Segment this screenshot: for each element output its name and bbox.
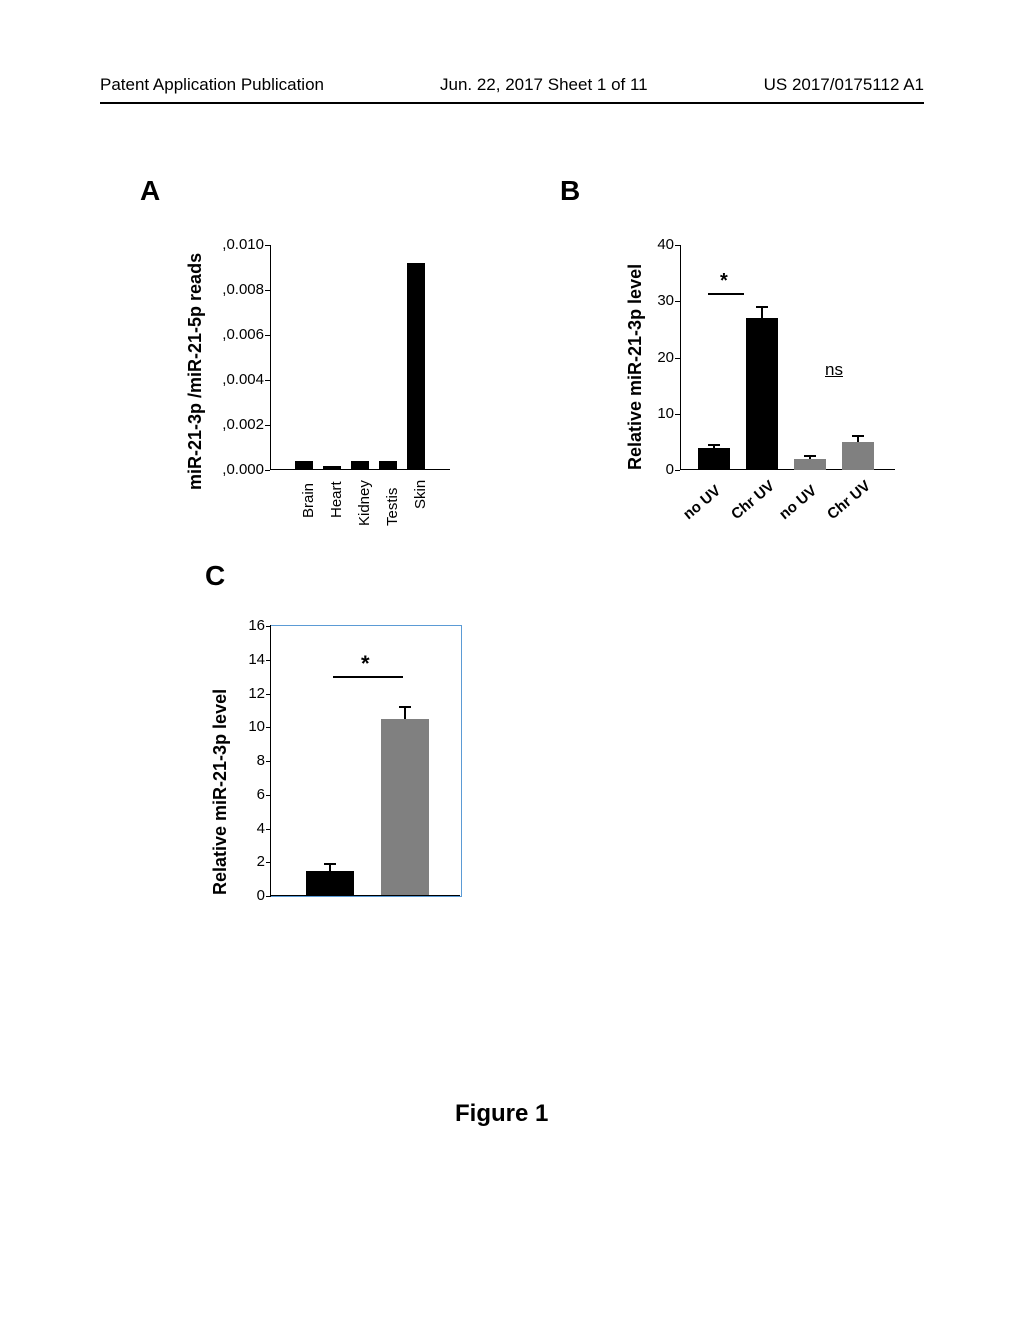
chart-b-sig-ns: ns: [825, 360, 843, 380]
chart-b-ytick: 10: [644, 405, 674, 422]
chart-c-ytick: 14: [237, 651, 265, 668]
chart-c-ytick: 6: [237, 786, 265, 803]
chart-a-xtick: Brain: [300, 482, 317, 517]
panel-a-label: A: [140, 175, 160, 207]
chart-c-errorcap: [324, 863, 336, 865]
panel-c-label: C: [205, 560, 225, 592]
chart-b-ylabel: Relative miR-21-3p level: [625, 264, 646, 470]
header-center: Jun. 22, 2017 Sheet 1 of 11: [440, 75, 648, 95]
chart-b-ytick: 0: [644, 461, 674, 478]
chart-b-ytick: 30: [644, 292, 674, 309]
chart-c: 0246810121416*: [270, 625, 462, 897]
header-rule: [100, 102, 924, 104]
chart-b-ytick-mark: [675, 414, 680, 415]
chart-c-errorbar: [329, 864, 331, 871]
chart-b-bar: [842, 442, 874, 470]
chart-a-ytick: ,0.002: [209, 416, 264, 433]
chart-a-bar: [379, 461, 397, 470]
chart-a-ytick: ,0.000: [209, 461, 264, 478]
chart-a-ytick: ,0.006: [209, 326, 264, 343]
chart-c-ytick: 8: [237, 752, 265, 769]
chart-c-sig-line: [333, 676, 403, 678]
chart-b-ytick: 20: [644, 349, 674, 366]
page-header: Patent Application Publication Jun. 22, …: [0, 75, 1024, 95]
chart-a-ylabel: miR-21-3p /miR-21-5p reads: [185, 253, 206, 490]
chart-c-ylabel: Relative miR-21-3p level: [210, 689, 231, 895]
chart-c-ytick: 4: [237, 820, 265, 837]
chart-b-errorcap: [756, 306, 768, 308]
chart-b-ytick: 40: [644, 236, 674, 253]
chart-b-bar: [698, 448, 730, 471]
chart-a-ytick-mark: [265, 425, 270, 426]
chart-a-ytick-mark: [265, 290, 270, 291]
chart-a-xtick: Kidney: [356, 480, 373, 526]
chart-b-errorcap: [804, 455, 816, 457]
chart-b-xtick: no UV: [776, 482, 820, 523]
chart-a-ytick: ,0.010: [209, 236, 264, 253]
chart-a-ytick-mark: [265, 245, 270, 246]
chart-a-ytick-mark: [265, 335, 270, 336]
chart-c-errorcap: [399, 706, 411, 708]
chart-c-bar: [381, 719, 429, 896]
chart-b-errorbar: [761, 307, 763, 318]
chart-c-yaxis: [270, 625, 271, 895]
chart-b-bar: [746, 318, 778, 470]
chart-a-xtick: Testis: [384, 488, 401, 526]
chart-c-bar: [306, 871, 354, 896]
chart-c-ytick-mark: [266, 896, 271, 897]
figure-caption: Figure 1: [455, 1100, 548, 1128]
header-right: US 2017/0175112 A1: [764, 75, 924, 95]
chart-a-ytick-mark: [265, 380, 270, 381]
chart-b-errorcap: [708, 444, 720, 446]
chart-a-bar: [295, 461, 313, 470]
chart-a-ytick: ,0.008: [209, 281, 264, 298]
chart-b-bar: [794, 459, 826, 470]
chart-a-ytick: ,0.004: [209, 371, 264, 388]
chart-b-ytick-mark: [675, 470, 680, 471]
chart-b-yaxis: [680, 245, 681, 470]
chart-b-ytick-mark: [675, 358, 680, 359]
chart-a-xtick: Skin: [412, 480, 429, 509]
chart-a-bar: [323, 466, 341, 471]
chart-c-sig-star: *: [361, 651, 370, 677]
chart-b-ytick-mark: [675, 245, 680, 246]
chart-b-errorcap: [852, 435, 864, 437]
header-left: Patent Application Publication: [100, 75, 324, 95]
chart-b-xtick: no UV: [680, 482, 724, 523]
chart-b-sig-star: *: [720, 270, 728, 293]
chart-b-xtick: Chr UV: [728, 477, 778, 523]
chart-a-yaxis: [270, 245, 271, 470]
chart-c-ytick: 2: [237, 853, 265, 870]
panel-b-label: B: [560, 175, 580, 207]
chart-c-xaxis: [270, 895, 460, 896]
chart-c-errorbar: [404, 707, 406, 719]
chart-b-ytick-mark: [675, 301, 680, 302]
chart-b-xtick: Chr UV: [824, 477, 874, 523]
chart-c-ytick: 0: [237, 887, 265, 904]
chart-b-sig-line: [708, 293, 744, 295]
chart-c-ytick: 12: [237, 685, 265, 702]
chart-c-ytick: 16: [237, 617, 265, 634]
chart-a-bar: [351, 461, 369, 470]
chart-a: ,0.000,0.002,0.004,0.006,0.008,0.010Brai…: [270, 245, 450, 470]
chart-a-ytick-mark: [265, 470, 270, 471]
chart-c-ytick: 10: [237, 718, 265, 735]
chart-a-bar: [407, 263, 425, 470]
chart-b: 010203040no UVChr UVno UVChr UV*ns: [680, 245, 895, 470]
chart-a-xtick: Heart: [328, 481, 345, 518]
